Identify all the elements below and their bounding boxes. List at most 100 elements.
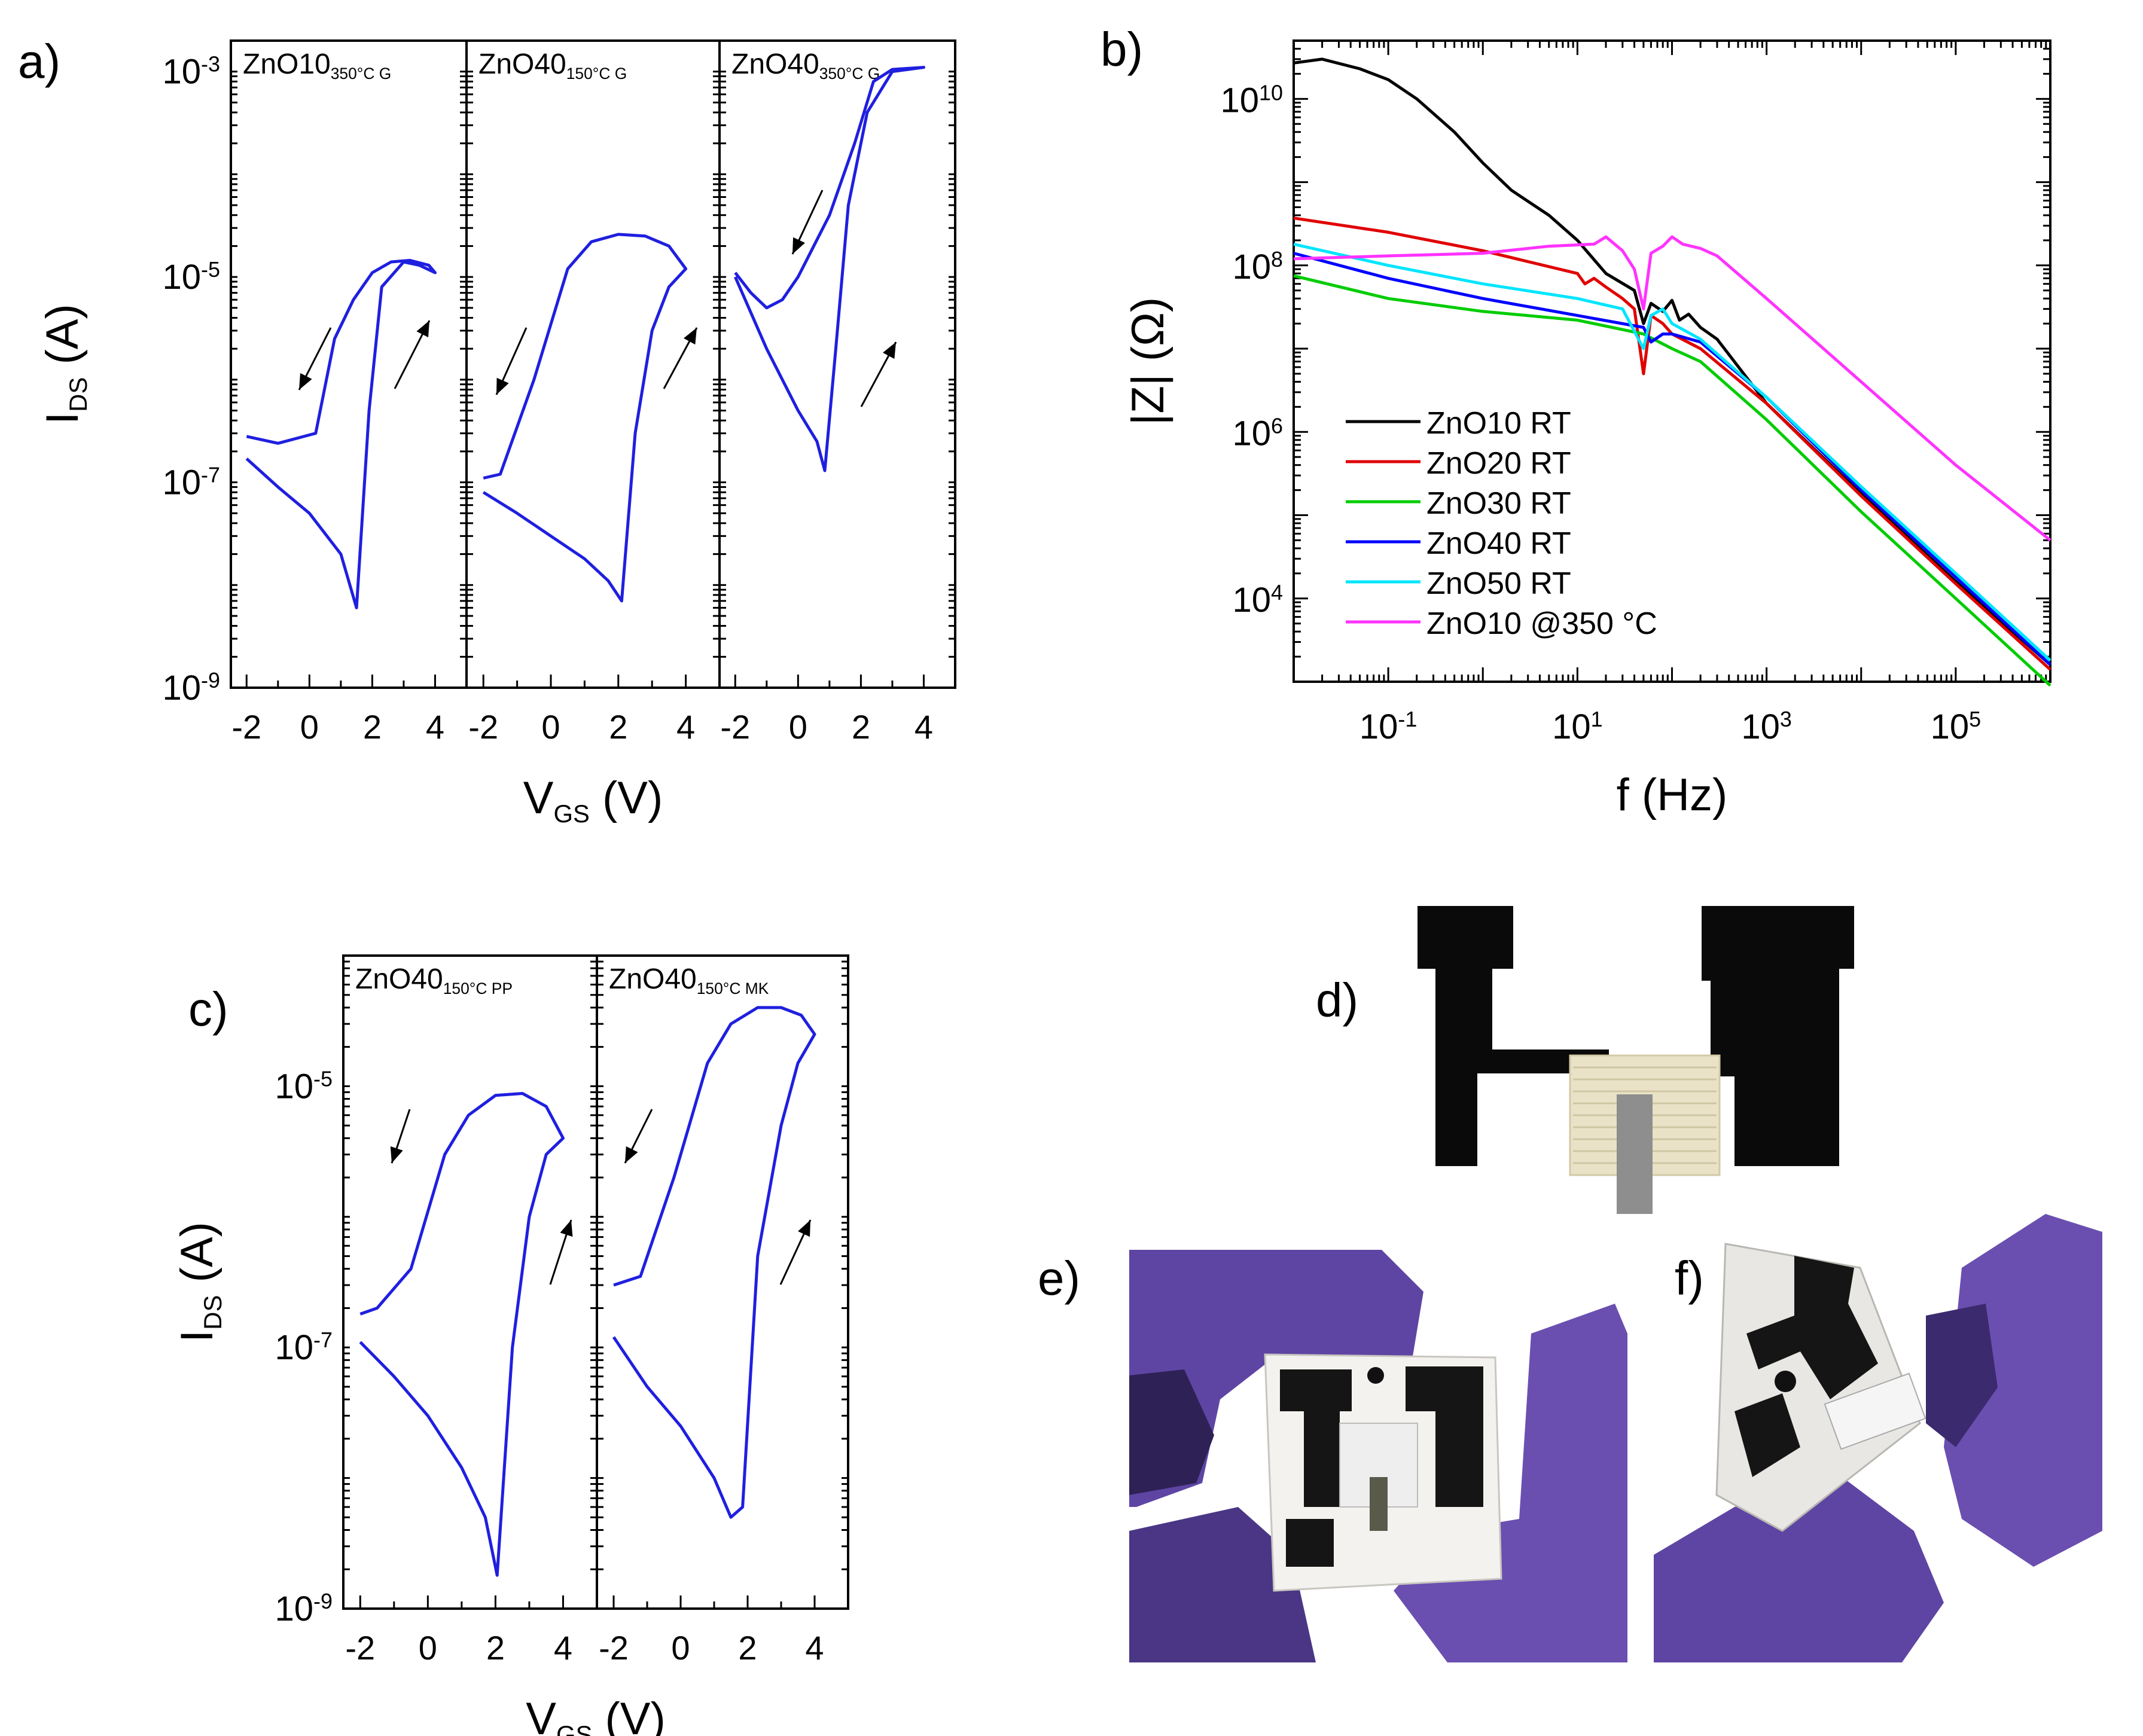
- y-axis-label: IDS (A): [37, 304, 92, 425]
- x-axis-label: f (Hz): [1617, 770, 1728, 820]
- glove-bottom-f: [1654, 1477, 1944, 1662]
- legend-label: ZnO10 @350 °C: [1426, 606, 1657, 641]
- y-tick-label-part: 4: [1271, 580, 1283, 605]
- sweep-arrowhead-icon: [416, 321, 429, 338]
- x-tick-label: -2: [468, 708, 498, 746]
- x-axis-label-part: (V): [590, 773, 663, 823]
- impedance-series: [1293, 57, 2051, 666]
- y-tick-label: 10-5: [163, 257, 220, 297]
- sweep-arrowhead-icon: [883, 342, 896, 359]
- y-tick-label-part: 6: [1271, 413, 1283, 438]
- x-tick-label: 0: [789, 708, 807, 746]
- sweep-arrowhead-icon: [299, 373, 312, 390]
- left-electrode: [1418, 906, 1609, 1166]
- sweep-arrowhead-icon: [625, 1146, 638, 1163]
- impedance-series: [1293, 235, 2051, 542]
- y-tick-label-part: 10: [163, 463, 202, 502]
- legend-label: ZnO10 RT: [1426, 406, 1571, 441]
- x-tick-label: -2: [720, 708, 750, 746]
- sweep-arrowhead-icon: [792, 237, 805, 254]
- x-tick-label: 101: [1552, 707, 1603, 746]
- transfer-curve: [245, 258, 437, 609]
- sweep-arrowhead-icon: [798, 1220, 810, 1237]
- y-tick-label: 106: [1232, 413, 1283, 453]
- x-tick-label: 0: [541, 708, 560, 746]
- y-tick-label-part: -5: [201, 257, 220, 282]
- y-axis-label-part: (A): [37, 304, 88, 377]
- subplot-title-part: ZnO40: [478, 48, 566, 80]
- subplot-title-part: ZnO40: [355, 963, 443, 995]
- channel-strip: [1617, 1094, 1653, 1214]
- subplot-title-part: ZnO10: [243, 48, 331, 80]
- y-axis-label-part: I: [37, 412, 88, 425]
- y-tick-label-part: 10: [163, 258, 202, 297]
- plot-frame: [1292, 39, 2051, 683]
- legend-label: ZnO40 RT: [1426, 526, 1571, 561]
- glove-shadow-e: [1129, 1369, 1214, 1495]
- sweep-arrowhead-icon: [683, 328, 697, 345]
- x-tick-label: -2: [231, 708, 261, 746]
- x-tick-label-part: 10: [1931, 707, 1970, 746]
- x-tick-label: 2: [609, 708, 627, 746]
- electrode-e-right: [1406, 1366, 1483, 1507]
- x-axis-label-part: V: [523, 773, 554, 823]
- sweep-arrowhead-icon: [390, 1146, 403, 1163]
- x-tick-label: 4: [805, 1629, 824, 1667]
- subplot-title: ZnO40150°C G: [478, 48, 627, 83]
- x-tick-label-part: -1: [1398, 707, 1417, 731]
- x-tick-label: 103: [1741, 707, 1792, 746]
- panel-d-photo: d): [1316, 906, 1854, 1214]
- panel-d-tag: d): [1316, 974, 1358, 1027]
- y-tick-label-part: 10: [1232, 581, 1271, 620]
- subplot-title-part: 350°C G: [819, 65, 880, 83]
- right-electrode: [1702, 906, 1854, 1166]
- gate-f: [1824, 1372, 1926, 1450]
- subplot-title-part: 350°C G: [331, 65, 392, 83]
- glove-shadow-f: [1926, 1304, 1998, 1447]
- electrode-e-left: [1280, 1369, 1352, 1567]
- subplot-title: ZnO40350°C G: [731, 48, 880, 83]
- transfer-curve: [482, 233, 688, 603]
- y-tick-label: 10-9: [275, 1589, 333, 1628]
- panel-tag: c): [188, 983, 228, 1036]
- y-tick-label-part: -7: [313, 1328, 333, 1352]
- y-tick-label-part: 10: [163, 669, 202, 707]
- panel-f-tag: f): [1675, 1252, 1704, 1305]
- electrode-f: [1734, 1256, 1878, 1477]
- impedance-series: [1293, 242, 2051, 662]
- y-tick-label-part: -7: [201, 463, 220, 487]
- y-tick-label: 1010: [1220, 81, 1283, 120]
- subplot-title: ZnO40150°C PP: [355, 963, 513, 997]
- y-tick-label-part: -3: [201, 52, 220, 77]
- hole-f: [1775, 1371, 1796, 1392]
- channel-e: [1370, 1477, 1388, 1531]
- impedance-series: [1293, 274, 2051, 687]
- x-axis-label-part: (V): [592, 1694, 665, 1736]
- y-tick-label: 10-7: [163, 463, 220, 502]
- y-tick-label-part: 10: [1220, 81, 1259, 120]
- x-axis-label-part: GS: [553, 800, 589, 828]
- x-tick-label: 2: [738, 1629, 757, 1667]
- y-tick-label: 10-3: [163, 52, 220, 91]
- x-tick-label: 2: [486, 1629, 505, 1667]
- subplot-title: ZnO40150°C MK: [609, 963, 769, 997]
- y-tick-label: 108: [1232, 247, 1283, 286]
- plot-frame: [230, 39, 956, 689]
- panel-f-photo: f): [1654, 1214, 2102, 1662]
- panel-tag: a): [18, 35, 60, 88]
- x-tick-label-part: 5: [1969, 707, 1981, 731]
- x-tick-label: 4: [426, 708, 444, 746]
- subplot-title: ZnO10350°C G: [243, 48, 391, 83]
- transfer-curve: [359, 1092, 565, 1577]
- x-tick-label-part: 1: [1591, 707, 1603, 731]
- legend-label: ZnO50 RT: [1426, 566, 1571, 601]
- y-tick-label-part: 10: [275, 1328, 314, 1367]
- impedance-series: [1293, 252, 2051, 666]
- x-tick-label: -2: [345, 1629, 375, 1667]
- panel-e-photo: e): [1038, 1250, 1627, 1662]
- x-tick-label: 2: [363, 708, 382, 746]
- x-tick-label-part: 10: [1741, 707, 1780, 746]
- glove-bottom-e: [1129, 1507, 1316, 1662]
- y-tick-label-part: -9: [313, 1589, 333, 1613]
- x-axis-label: VGS (V): [523, 773, 663, 828]
